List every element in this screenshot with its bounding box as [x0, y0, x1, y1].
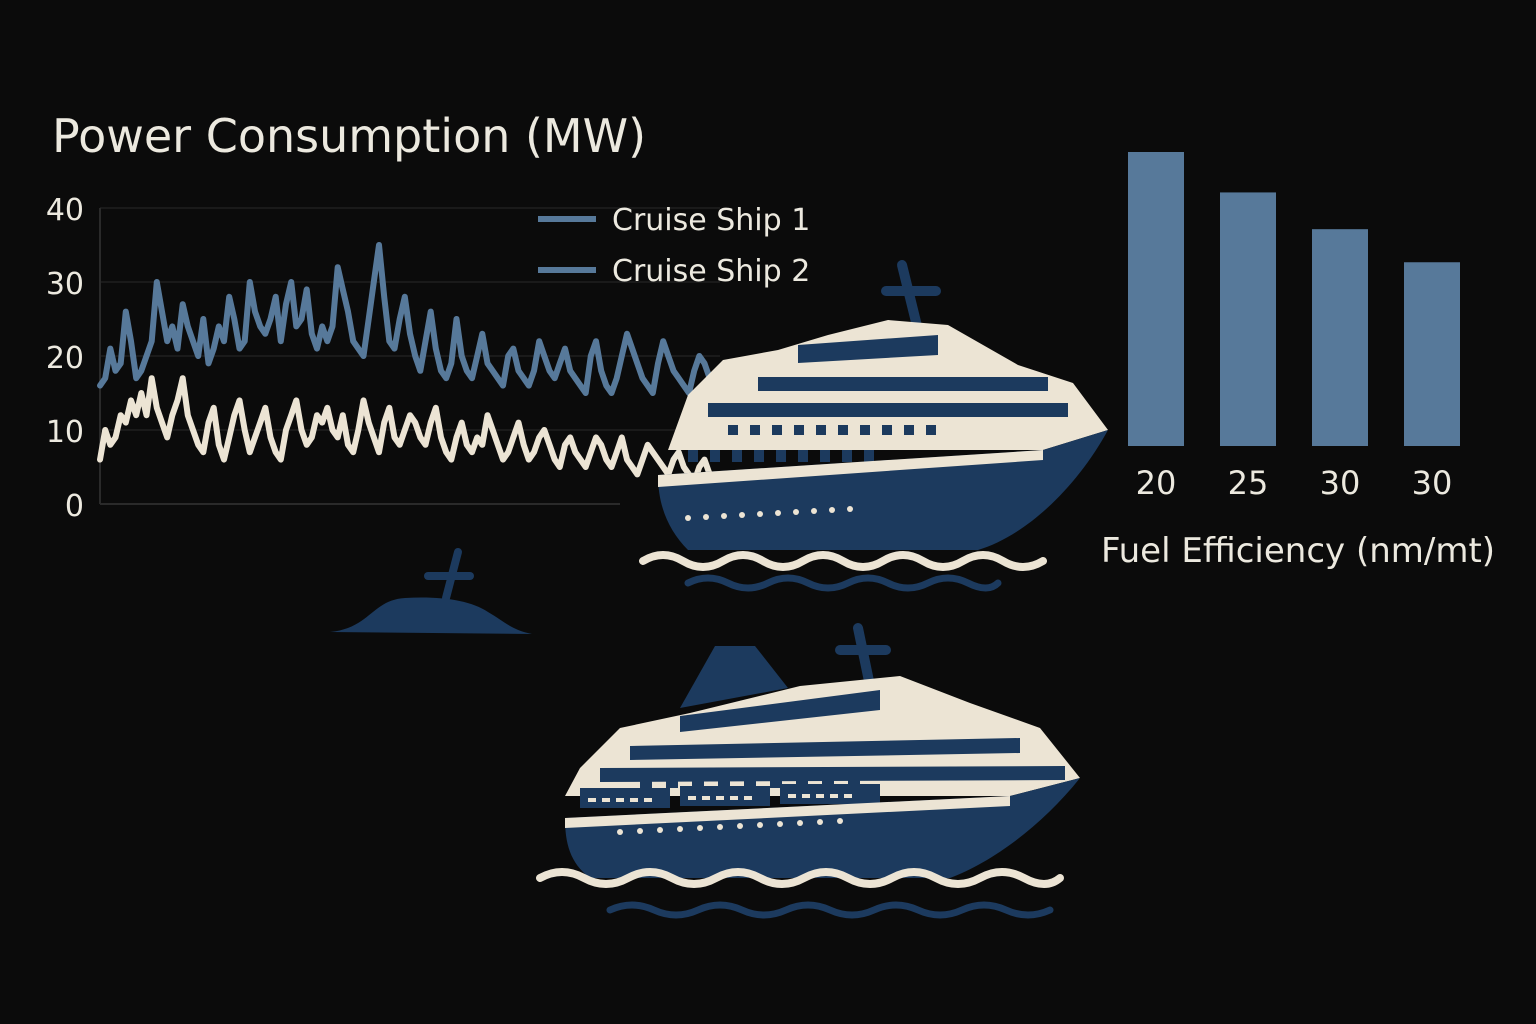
- cruise-ship-icon: [536, 623, 1080, 919]
- series-line-ship-1: [97, 242, 723, 396]
- line-chart: Power Consumption (MW) 0 10 20 30 40: [46, 109, 723, 524]
- cruise-ship-icon: [639, 260, 1108, 592]
- bar: [1312, 229, 1368, 446]
- y-tick-label: 0: [65, 489, 84, 524]
- x-tick-label: 25: [1228, 464, 1269, 502]
- y-tick-label: 40: [46, 193, 84, 228]
- y-tick-label: 30: [46, 267, 84, 302]
- legend-label-ship-2: Cruise Ship 2: [612, 254, 810, 289]
- y-tick-label: 10: [46, 415, 84, 450]
- y-tick-label: 20: [46, 341, 84, 376]
- line-chart-y-ticks: 0 10 20 30 40: [46, 193, 84, 524]
- bar: [1220, 192, 1276, 446]
- chart-title: Power Consumption (MW): [52, 109, 646, 163]
- legend: Cruise Ship 1 Cruise Ship 2: [538, 203, 810, 289]
- submerged-ship-icon: [330, 548, 532, 634]
- bar: [1128, 152, 1184, 446]
- bar: [1404, 262, 1460, 446]
- x-tick-label: 20: [1136, 464, 1177, 502]
- line-chart-series: [97, 242, 723, 493]
- series-line-ship-2: [97, 375, 723, 493]
- bar-chart: 20 25 30 30 Fuel Efficiency (nm/mt): [1101, 152, 1495, 571]
- x-tick-label: 30: [1320, 464, 1361, 502]
- bar-chart-bars: [1128, 152, 1460, 446]
- line-chart-grid: [99, 207, 720, 505]
- legend-label-ship-1: Cruise Ship 1: [612, 203, 810, 238]
- bar-chart-xlabel: Fuel Efficiency (nm/mt): [1101, 531, 1495, 571]
- x-tick-label: 30: [1412, 464, 1453, 502]
- bar-chart-category-labels: 20 25 30 30: [1136, 464, 1453, 502]
